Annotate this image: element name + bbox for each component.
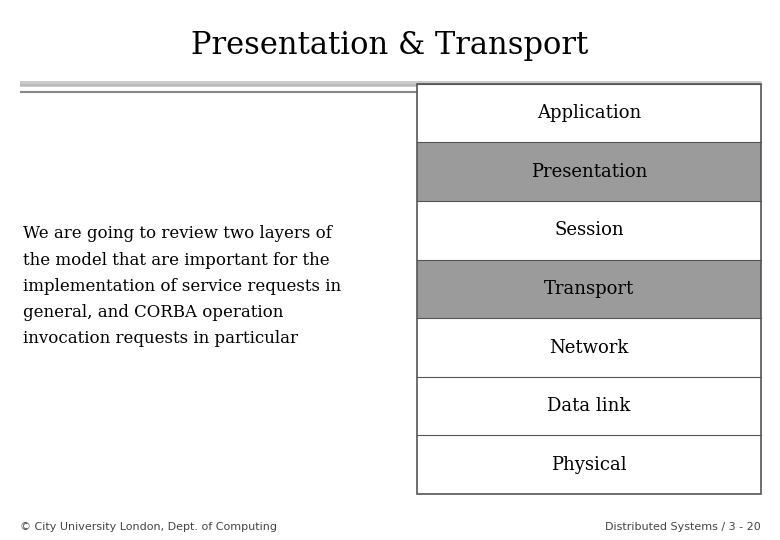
Text: Transport: Transport: [544, 280, 634, 298]
Bar: [417, 84, 760, 143]
Bar: [417, 318, 760, 377]
Bar: [417, 201, 760, 260]
Text: Network: Network: [549, 339, 629, 356]
Text: Physical: Physical: [551, 456, 626, 474]
Bar: [417, 143, 760, 201]
Bar: [417, 84, 760, 494]
Bar: [417, 377, 760, 435]
Text: Presentation: Presentation: [530, 163, 647, 181]
Bar: [417, 435, 760, 494]
Text: Application: Application: [537, 104, 641, 122]
Text: Session: Session: [554, 221, 624, 239]
Text: Data link: Data link: [548, 397, 630, 415]
Bar: [417, 260, 760, 318]
Text: Presentation & Transport: Presentation & Transport: [191, 30, 589, 62]
Text: © City University London, Dept. of Computing: © City University London, Dept. of Compu…: [20, 522, 276, 531]
Text: Distributed Systems / 3 - 20: Distributed Systems / 3 - 20: [604, 522, 760, 531]
Text: We are going to review two layers of
the model that are important for the
implem: We are going to review two layers of the…: [23, 226, 342, 347]
